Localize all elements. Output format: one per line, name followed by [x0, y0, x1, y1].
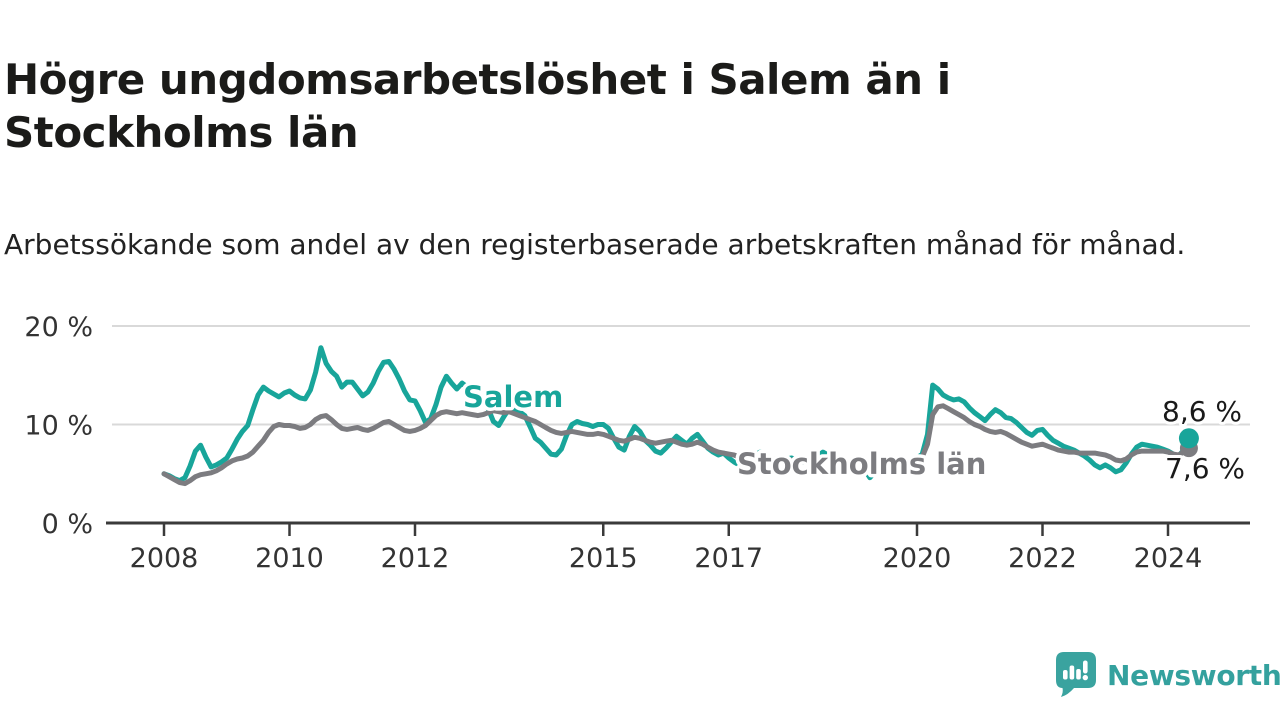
x-tick-label: 2017 — [694, 543, 763, 574]
end-value-label-stockholms-l-n: 7,6 % — [1165, 452, 1245, 485]
series-lines — [161, 345, 1192, 487]
series-end-dot-salem — [1178, 428, 1199, 449]
y-tick-label: 0 % — [42, 509, 93, 540]
newsworthy-wordmark: Newsworthy — [1107, 658, 1280, 692]
x-tick-label: 2024 — [1134, 543, 1203, 574]
axis-labels: 2008 2010 2012 2015 2017 2020 2022 2024 0 % 10 % 2… — [24, 312, 1202, 574]
end-dots — [1178, 428, 1199, 458]
series-line-stockholms-l-n — [161, 403, 1192, 487]
y-tick-label: 20 % — [24, 312, 93, 343]
y-tick-label: 10 % — [24, 411, 93, 442]
chart-annotations: Salem 8,6 % Stockholms län 7,6 % — [460, 377, 1249, 489]
x-tick-label: 2022 — [1008, 543, 1077, 574]
series-label-stockholms-l-n: Stockholms län — [737, 447, 986, 481]
end-value-label-salem: 8,6 % — [1162, 395, 1242, 428]
series-label-salem: Salem — [463, 380, 563, 414]
x-axis — [106, 521, 1250, 536]
gridlines — [112, 325, 1250, 426]
x-tick-label: 2008 — [130, 543, 199, 574]
x-tick-label: 2015 — [569, 543, 638, 574]
newsworthy-bubble-chart-icon — [1056, 652, 1096, 697]
x-tick-label: 2020 — [883, 543, 952, 574]
x-tick-label: 2012 — [381, 543, 450, 574]
newsworthy-logo: Newsworthy — [1052, 650, 1280, 700]
series-line-salem — [161, 345, 1192, 484]
page-title: Högre ungdomsarbetslöshet i Salem än i S… — [4, 55, 951, 158]
page-subtitle: Arbetssökande som andel av den registerb… — [4, 228, 1186, 261]
x-tick-label: 2010 — [255, 543, 324, 574]
